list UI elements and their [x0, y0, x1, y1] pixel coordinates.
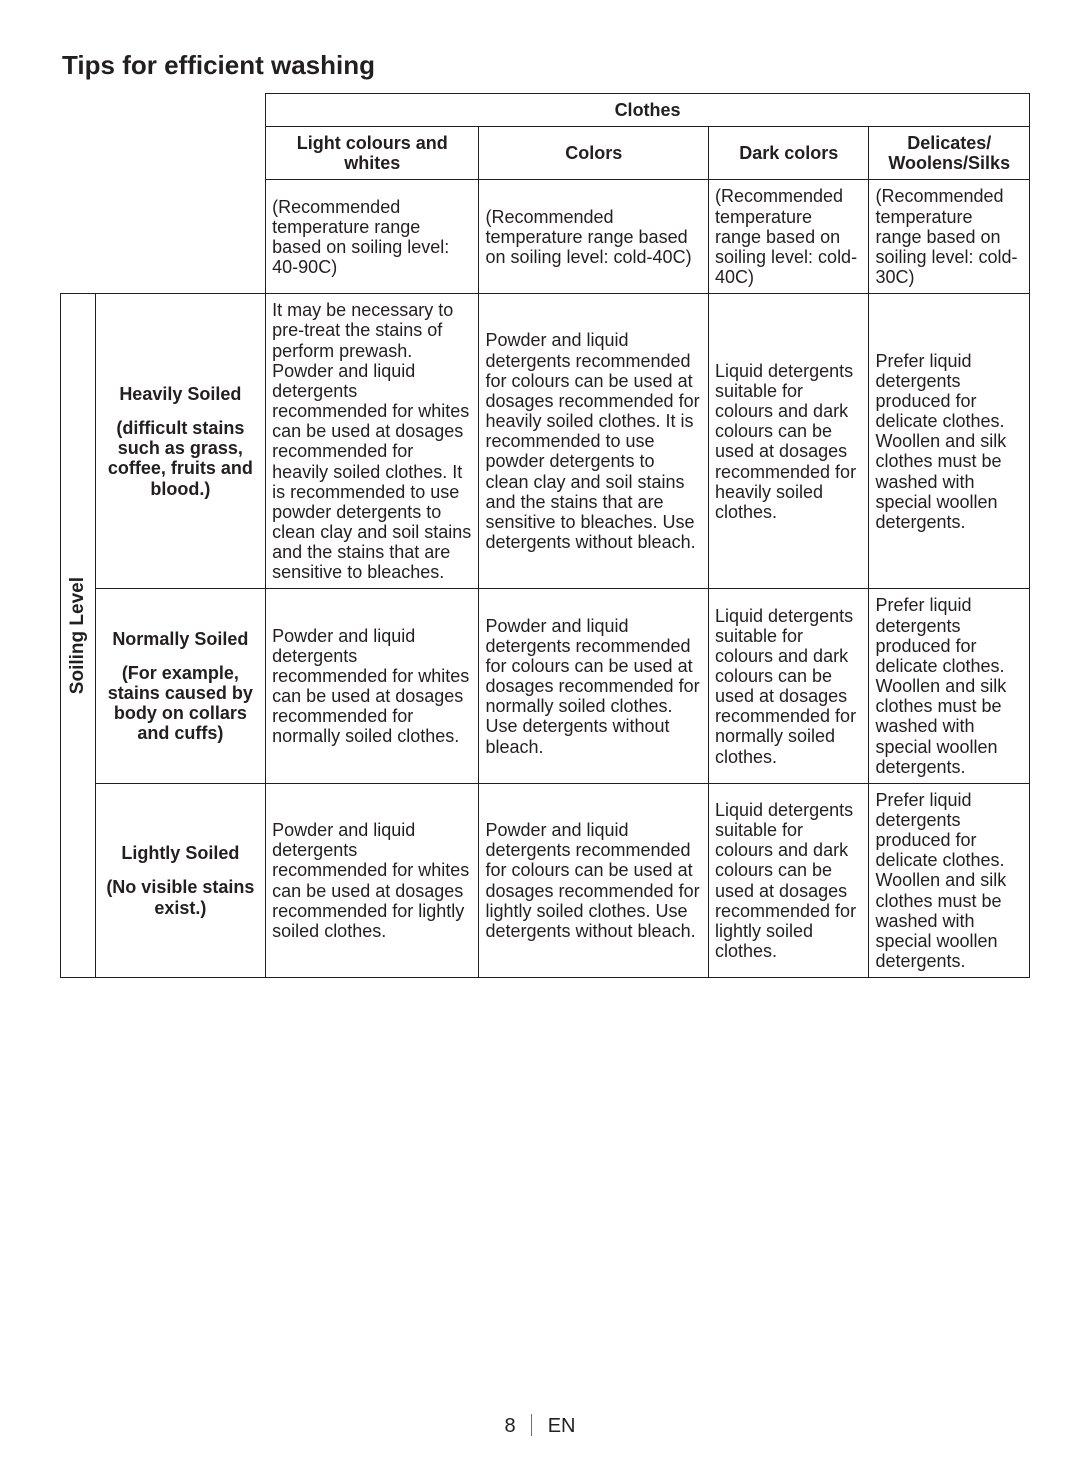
washing-table: Clothes Light colours and whites Colors … [60, 93, 1030, 978]
table-cell: Liquid detergents suitable for colours a… [709, 294, 869, 589]
table-cell: Powder and liquid detergents recommended… [266, 589, 479, 783]
table-cell: Liquid detergents suitable for colours a… [709, 589, 869, 783]
table-cell: Prefer liquid detergents produced for de… [869, 294, 1030, 589]
page-number: 8 [504, 1415, 515, 1437]
table-stub [61, 180, 266, 294]
footer-separator [531, 1414, 532, 1436]
table-cell: Powder and liquid detergents recommended… [479, 294, 709, 589]
row-label-main: Heavily Soiled [102, 384, 260, 404]
col-header: Colors [479, 127, 709, 180]
soiling-level-header: Soiling Level [61, 294, 96, 978]
row-header: Normally Soiled (For example, stains cau… [95, 589, 266, 783]
page-content: Tips for efficient washing Clothes Light… [0, 0, 1080, 978]
page-lang: EN [548, 1415, 576, 1437]
page-footer: 8 EN [0, 1414, 1080, 1438]
table-stub [61, 94, 266, 127]
row-label-main: Lightly Soiled [102, 843, 260, 863]
temp-cell: (Recommended temperature range based on … [869, 180, 1030, 294]
page-title: Tips for efficient washing [62, 50, 1030, 81]
table-cell: Prefer liquid detergents produced for de… [869, 589, 1030, 783]
row-label-sub: (For example, stains caused by body on c… [102, 663, 260, 744]
temp-cell: (Recommended temperature range based on … [479, 180, 709, 294]
table-stub [61, 127, 266, 180]
temp-cell: (Recommended temperature range based on … [709, 180, 869, 294]
clothes-header: Clothes [266, 94, 1030, 127]
table-cell: Liquid detergents suitable for colours a… [709, 783, 869, 977]
table-cell: Powder and liquid detergents recommended… [479, 783, 709, 977]
col-header: Light colours and whites [266, 127, 479, 180]
temp-cell: (Recommended temperature range based on … [266, 180, 479, 294]
col-header: Dark colors [709, 127, 869, 180]
row-header: Lightly Soiled (No visible stains exist.… [95, 783, 266, 977]
col-header: Delicates/ Woolens/Silks [869, 127, 1030, 180]
soiling-level-label: Soiling Level [67, 577, 88, 694]
table-cell: It may be necessary to pre-treat the sta… [266, 294, 479, 589]
row-header: Heavily Soiled (difficult stains such as… [95, 294, 266, 589]
table-cell: Prefer liquid detergents produced for de… [869, 783, 1030, 977]
row-label-sub: (No visible stains exist.) [102, 877, 260, 917]
table-cell: Powder and liquid detergents recommended… [479, 589, 709, 783]
row-label-main: Normally Soiled [102, 629, 260, 649]
table-cell: Powder and liquid detergents recommended… [266, 783, 479, 977]
row-label-sub: (difficult stains such as grass, coffee,… [102, 418, 260, 499]
